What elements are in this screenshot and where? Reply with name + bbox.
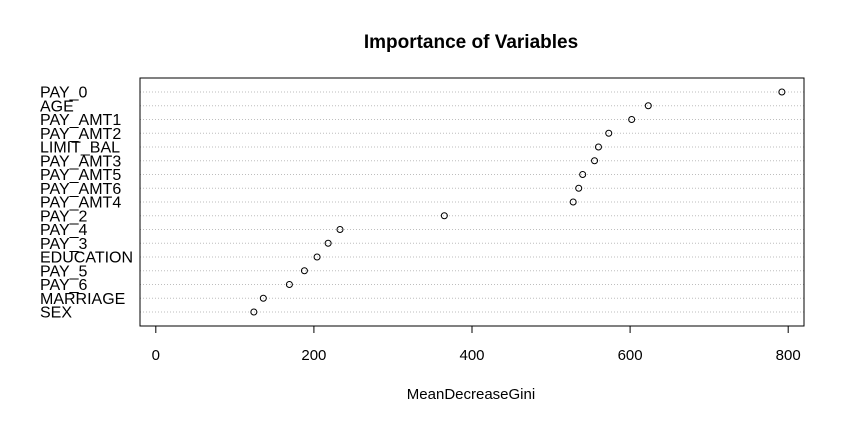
data-point <box>591 157 599 165</box>
data-point <box>285 281 293 288</box>
data-point <box>250 308 258 316</box>
data-point <box>569 198 577 206</box>
data-point <box>605 129 613 137</box>
data-point <box>313 253 321 261</box>
x-tick-label: 600 <box>618 347 643 364</box>
x-tick-label: 200 <box>301 347 326 364</box>
category-label: PAY_2 <box>40 208 88 225</box>
chart-title: Importance of Variables <box>364 32 578 53</box>
category-label: AGE <box>40 98 74 115</box>
data-point <box>259 294 267 302</box>
category-label: EDUCATION <box>40 250 133 267</box>
x-axis-label: MeanDecreaseGini <box>407 386 535 403</box>
data-point <box>594 143 602 151</box>
category-label: PAY_AMT5 <box>40 167 121 184</box>
x-tick-label: 800 <box>776 347 801 364</box>
category-label: PAY_AMT4 <box>40 195 121 212</box>
data-point <box>324 239 332 247</box>
category-label: PAY_3 <box>40 236 88 253</box>
data-point <box>579 171 587 178</box>
x-tick-label: 0 <box>152 347 160 364</box>
category-label: PAY_0 <box>40 85 88 102</box>
grid-lines <box>140 91 804 313</box>
category-label: PAY_AMT2 <box>40 126 121 143</box>
category-label: PAY_6 <box>40 277 88 294</box>
category-label: LIMIT_BAL <box>40 140 120 157</box>
category-label: PAY_5 <box>40 263 88 280</box>
data-point <box>300 267 308 275</box>
category-label: SEX <box>40 305 72 322</box>
category-labels: PAY_0AGEPAY_AMT1PAY_AMT2LIMIT_BALPAY_AMT… <box>40 85 133 322</box>
data-point <box>628 116 636 123</box>
data-point <box>778 88 786 96</box>
category-label: PAY_AMT6 <box>40 181 121 198</box>
x-axis: 0 200 400 600 800 <box>152 326 801 364</box>
data-point <box>440 212 448 220</box>
category-label: PAY_AMT1 <box>40 112 121 129</box>
data-points <box>250 88 786 316</box>
x-tick-label: 400 <box>459 347 484 364</box>
category-label: PAY_4 <box>40 222 88 239</box>
category-label: PAY_AMT3 <box>40 153 121 170</box>
category-label: MARRIAGE <box>40 291 125 308</box>
data-point <box>336 226 344 233</box>
data-point <box>575 184 583 192</box>
data-point <box>644 102 652 110</box>
